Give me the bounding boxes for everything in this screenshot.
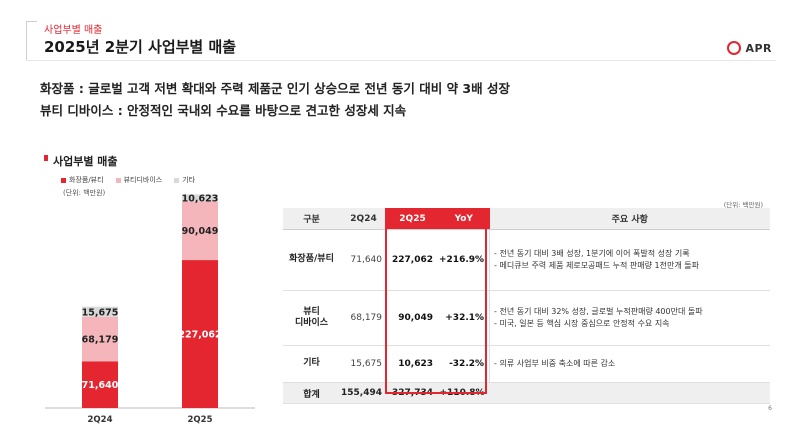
cell-2q24: 15,675 — [340, 345, 387, 383]
cell-yoy: +32.1% — [438, 290, 490, 346]
cell-2q25: 10,623 — [387, 345, 438, 383]
row-label-text: 뷰티 — [303, 306, 320, 317]
legend-label: 화장품/뷰티 — [69, 176, 104, 184]
headline-cosmetics: 화장품 : 글로벌 고객 저변 확대와 주력 제품군 인기 상승으로 전년 동기… — [40, 81, 510, 96]
total-label: 합계 — [283, 382, 340, 404]
header-2q25: 2Q25 — [387, 208, 438, 230]
cell-2q24: 68,179 — [340, 290, 387, 346]
legend-item-cosmetics: 화장품/뷰티 — [61, 175, 104, 185]
chart-unit: (단위: 백만원) — [63, 189, 106, 197]
chart-title: 사업부별 매출 — [53, 155, 118, 168]
bar-segment — [182, 194, 218, 202]
data-label: 15,675 — [82, 307, 119, 318]
total-2q25: 327,734 — [387, 382, 438, 404]
cell-yoy: -32.2% — [438, 345, 490, 383]
table-row-beauty-device: 뷰티 디바이스 68,179 90,049 +32.1% - 전년 동기 대비 … — [283, 290, 770, 346]
legend-item-beauty-device: 뷰티디바이스 — [115, 175, 163, 185]
section-label: 사업부별 매출 — [44, 25, 103, 36]
divider — [26, 60, 776, 61]
table-header-row: 구분 2Q24 2Q25 YoY 주요 사항 — [283, 208, 770, 230]
cell-yoy: +216.9% — [438, 229, 490, 291]
total-notes — [489, 382, 770, 404]
chart-title-marker — [44, 155, 48, 161]
data-label: 10,623 — [182, 193, 219, 204]
chart-legend: 화장품/뷰티 뷰티디바이스 기타 — [61, 175, 195, 185]
legend-swatch — [174, 177, 180, 183]
note-line: - 의류 사업부 비중 축소에 따른 감소 — [494, 359, 616, 369]
stacked-bar-chart: 71,640 68,179 15,675 2Q24 227,062 90,049 10,62… — [45, 193, 255, 425]
cell-notes: - 전년 동기 대비 32% 성장, 글로벌 누적판매량 400만대 돌파 - … — [489, 290, 770, 346]
bar-segment — [182, 260, 218, 408]
legend-item-other: 기타 — [174, 175, 195, 185]
note-line: - 전년 동기 대비 32% 성장, 글로벌 누적판매량 400만대 돌파 — [494, 307, 703, 317]
logo-text: APR — [745, 41, 772, 55]
table-row-total: 합계 155,494 327,734 +110.8% — [283, 382, 770, 404]
cell-2q25: 227,062 — [387, 229, 438, 291]
company-logo: APR — [727, 41, 772, 55]
note-line: - 전년 동기 대비 3배 성장, 1분기에 이어 폭발적 성장 기록 — [494, 249, 690, 259]
row-label: 화장품/뷰티 — [283, 229, 340, 291]
page-number: 6 — [768, 405, 772, 412]
row-label-text: 화장품/뷰티 — [289, 254, 334, 265]
header-bracket — [26, 21, 37, 61]
legend-label: 뷰티디바이스 — [123, 176, 163, 184]
cell-notes: - 전년 동기 대비 3배 성장, 1분기에 이어 폭발적 성장 기록 - 메디… — [489, 229, 770, 291]
headline-beauty-device: 뷰티 디바이스 : 안정적인 국내외 수요를 바탕으로 견고한 성장세 지속 — [40, 103, 407, 118]
header-2q24: 2Q24 — [340, 208, 387, 230]
bar-segment — [82, 316, 118, 362]
cell-2q24: 71,640 — [340, 229, 387, 291]
header-notes: 주요 사항 — [489, 208, 770, 230]
row-label: 뷰티 디바이스 — [283, 290, 340, 346]
bar-segment — [82, 361, 118, 408]
legend-label: 기타 — [182, 176, 196, 184]
sales-table: 구분 2Q24 2Q25 YoY 주요 사항 화장품/뷰티 71,640 227… — [283, 208, 770, 404]
total-yoy: +110.8% — [438, 382, 490, 404]
row-label-text: 디바이스 — [294, 318, 329, 328]
total-2q24: 155,494 — [340, 382, 387, 404]
x-tick-label: 2Q24 — [88, 415, 113, 425]
cell-2q25: 90,049 — [387, 290, 438, 346]
table-unit: (단위: 백만원) — [723, 201, 763, 209]
data-label: 68,179 — [82, 335, 119, 346]
header-yoy: YoY — [438, 208, 490, 230]
page-title: 2025년 2분기 사업부별 매출 — [44, 38, 237, 56]
note-line: - 미국, 일본 등 핵심 시장 중심으로 안정적 수요 지속 — [494, 319, 670, 328]
data-label: 227,062 — [178, 330, 221, 341]
table-row-cosmetics: 화장품/뷰티 71,640 227,062 +216.9% - 전년 동기 대비… — [283, 229, 770, 291]
data-label: 71,640 — [82, 380, 119, 391]
x-tick-label: 2Q25 — [188, 415, 213, 425]
cell-notes: - 의류 사업부 비중 축소에 따른 감소 — [489, 345, 770, 383]
bar-segment — [182, 201, 218, 261]
note-line: - 메디큐브 주력 제품 제로모공패드 누적 판매량 1천만개 돌파 — [494, 261, 699, 270]
row-label-text: 기타 — [303, 358, 320, 369]
header-category: 구분 — [283, 208, 340, 230]
bar-segment — [82, 306, 118, 317]
legend-swatch — [61, 177, 66, 183]
table-row-other: 기타 15,675 10,623 -32.2% - 의류 사업부 비중 축소에 … — [283, 345, 770, 383]
row-label: 기타 — [283, 345, 340, 383]
data-label: 90,049 — [182, 226, 219, 237]
legend-swatch — [115, 177, 121, 183]
logo-ring-icon — [727, 41, 742, 55]
